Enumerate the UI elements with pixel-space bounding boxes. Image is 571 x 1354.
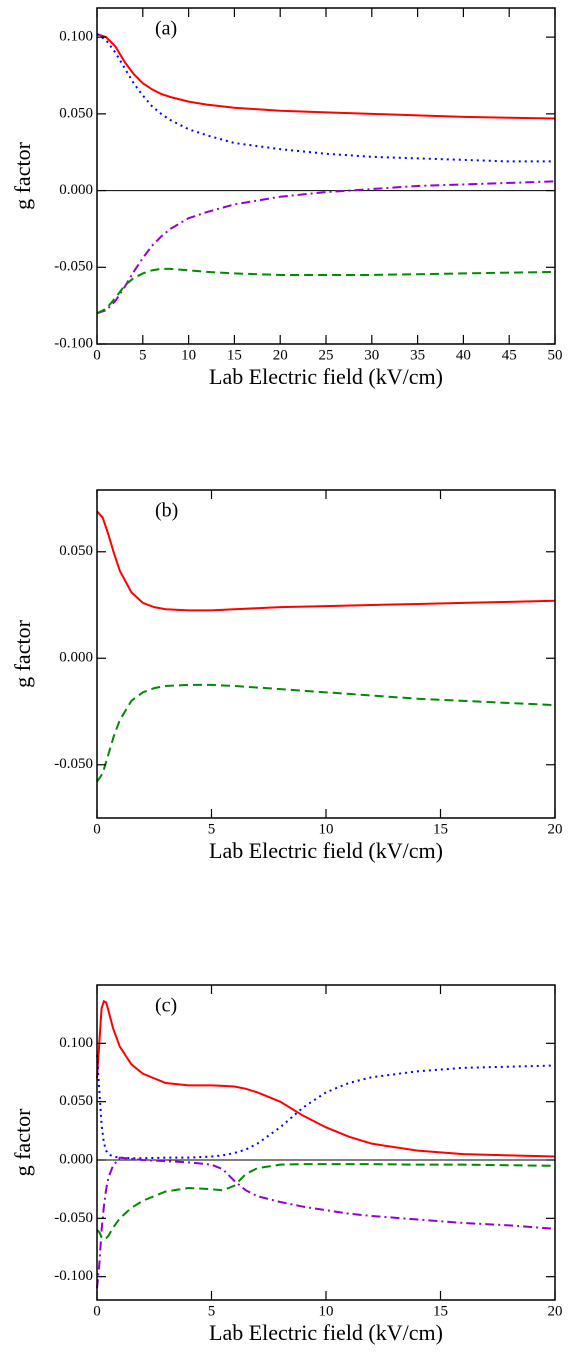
x-tick-label: 20 [548,821,563,837]
x-axis-label: Lab Electric field (kV/cm) [209,838,443,863]
x-tick-label: 10 [319,1303,334,1319]
y-tick-label: 0.000 [59,650,93,666]
x-tick-label: 45 [502,347,517,363]
y-tick-label: -0.100 [54,1268,93,1284]
y-tick-label: 0.100 [59,1035,93,1051]
x-tick-label: 5 [208,821,216,837]
y-axis-label: g factor [10,141,35,209]
x-tick-label: 25 [319,347,334,363]
x-tick-label: 0 [93,821,101,837]
data-line [96,267,556,315]
y-tick-label: 0.050 [59,105,93,121]
data-line [96,999,556,1158]
x-tick-label: 0 [93,347,101,363]
panel-label: (a) [155,18,177,40]
x-tick-label: 15 [227,347,242,363]
x-tick-label: 5 [208,1303,216,1319]
data-line [96,510,556,612]
y-tick-label: 0.050 [59,543,93,559]
x-tick-label: 15 [433,1303,448,1319]
y-tick-label: -0.050 [54,756,93,772]
data-line [96,1156,556,1289]
x-axis-label: Lab Electric field (kV/cm) [209,1320,443,1345]
x-tick-label: 50 [548,347,563,363]
data-line [96,33,555,163]
x-axis-label: Lab Electric field (kV/cm) [209,364,443,389]
plot-frame [96,7,556,345]
y-tick-label: 0.100 [59,29,93,45]
y-tick-label: 0.050 [59,1093,93,1109]
y-tick-label: -0.050 [54,1210,93,1226]
x-tick-label: 30 [364,347,379,363]
panel-label: (b) [155,500,178,522]
x-tick-label: 20 [548,1303,563,1319]
data-line [96,683,556,783]
x-tick-label: 5 [139,347,147,363]
x-tick-label: 10 [319,821,334,837]
data-line [96,1054,556,1160]
panel-label: (c) [155,995,177,1017]
data-line [96,180,556,315]
y-axis-label: g factor [10,1108,35,1176]
y-tick-label: 0.000 [59,1151,93,1167]
plot-frame [96,984,556,1301]
x-tick-label: 0 [93,1303,101,1319]
y-tick-label: -0.100 [54,335,93,351]
y-tick-label: -0.050 [54,259,93,275]
y-axis-label: g factor [10,619,35,687]
x-tick-label: 35 [410,347,425,363]
data-line [96,1163,556,1241]
y-tick-label: 0.000 [59,182,93,198]
x-tick-label: 15 [433,821,448,837]
x-tick-label: 20 [273,347,288,363]
x-tick-label: 10 [181,347,196,363]
plot-frame [96,489,556,819]
x-tick-label: 40 [456,347,471,363]
data-line [96,33,556,120]
